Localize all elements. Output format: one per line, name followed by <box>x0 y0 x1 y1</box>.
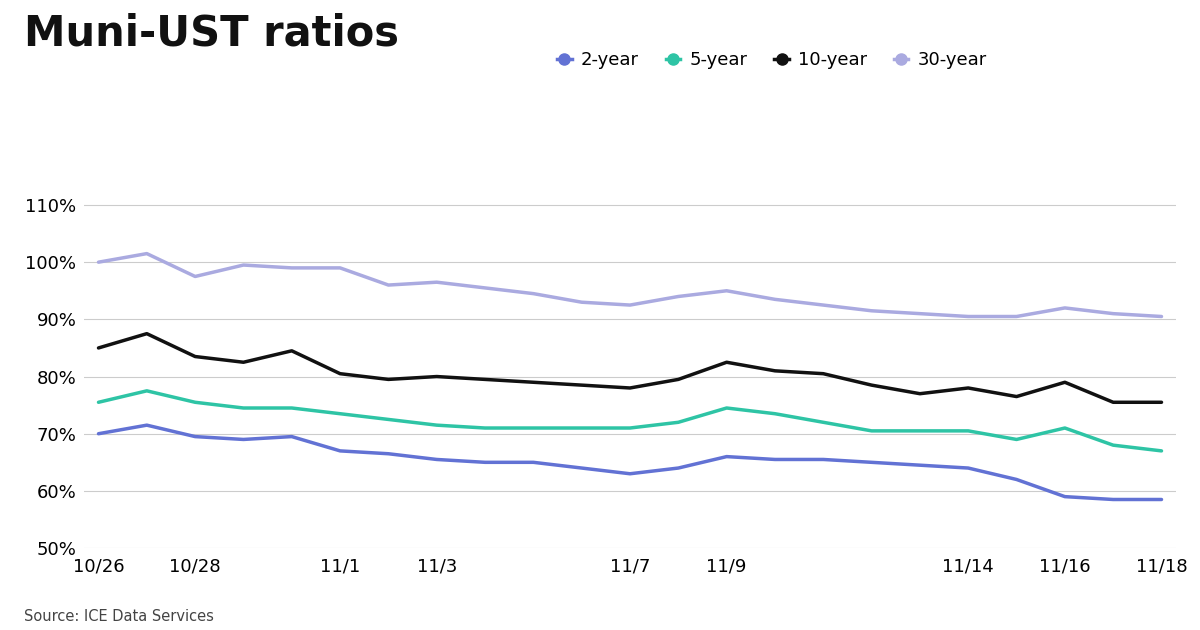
Legend: 2-year, 5-year, 10-year, 30-year: 2-year, 5-year, 10-year, 30-year <box>550 44 994 77</box>
Text: Muni-UST ratios: Muni-UST ratios <box>24 13 398 55</box>
Text: Source: ICE Data Services: Source: ICE Data Services <box>24 609 214 624</box>
